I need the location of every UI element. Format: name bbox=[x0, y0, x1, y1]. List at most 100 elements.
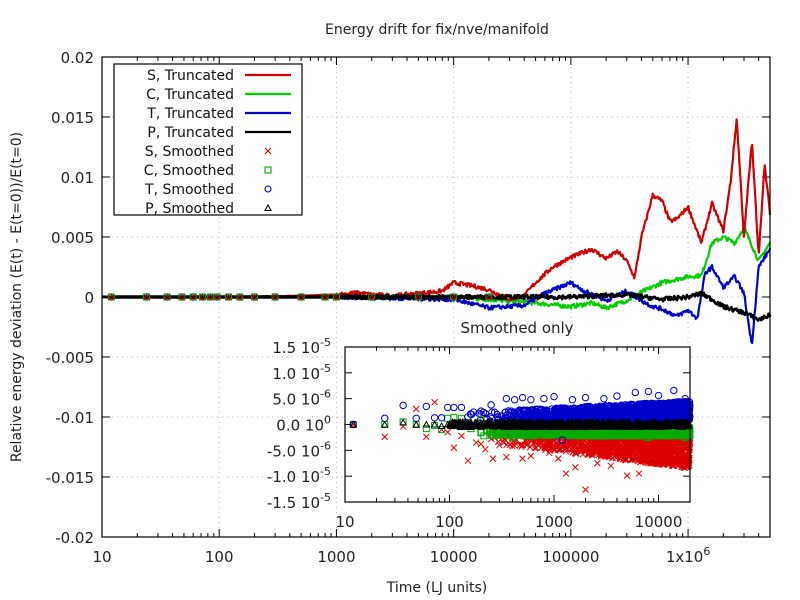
inset-marker-cross bbox=[509, 442, 516, 450]
inset-marker-square bbox=[628, 431, 636, 439]
inset-ticks: 1.5 10-51.0 10-55.0 10-60.0 100-5.0 10-6… bbox=[267, 336, 691, 531]
inset-marker-circle bbox=[681, 394, 689, 403]
inset-marker-cross bbox=[472, 439, 480, 446]
inset-marker-circle bbox=[600, 394, 608, 403]
inset-marker-cross bbox=[621, 449, 629, 457]
y-tick-label: -0.005 bbox=[46, 349, 94, 367]
inset-marker-circle bbox=[601, 402, 610, 410]
inset-marker-cross bbox=[477, 440, 485, 448]
inset-marker-square bbox=[644, 433, 652, 441]
y-tick-label: 0.01 bbox=[61, 169, 94, 187]
inset-marker-circle bbox=[613, 413, 621, 422]
inset-marker-circle bbox=[599, 411, 607, 419]
legend-label: P, Smoothed bbox=[145, 201, 234, 217]
inset-marker-cross bbox=[431, 398, 438, 406]
x-tick-label: 100000 bbox=[542, 548, 599, 566]
inset-marker-square bbox=[497, 431, 505, 439]
inset-marker-circle bbox=[633, 406, 641, 414]
inset-marker-circle bbox=[648, 410, 657, 418]
inset-marker-square bbox=[685, 430, 693, 438]
inset-marker-circle bbox=[620, 408, 628, 416]
legend-label: S, Truncated bbox=[147, 68, 234, 84]
inset-marker-cross bbox=[582, 486, 589, 493]
inset-marker-cross bbox=[552, 443, 559, 450]
inset-y-tick-label: 1.5 10-5 bbox=[272, 336, 331, 357]
inset-marker-cross bbox=[562, 447, 570, 455]
inset-marker-triangle bbox=[430, 420, 439, 428]
inset-marker-circle bbox=[611, 402, 620, 411]
inset-marker-circle bbox=[450, 403, 458, 412]
chart-title: Energy drift for fix/nve/manifold bbox=[325, 22, 549, 38]
smoothed-marker-triangle bbox=[321, 293, 329, 300]
inset-y-tick-label: 1.0 10-5 bbox=[272, 362, 331, 383]
inset-marker-cross bbox=[489, 455, 497, 462]
inset-x-tick-label: 100 bbox=[435, 513, 464, 531]
inset-marker-circle bbox=[564, 407, 572, 415]
inset-marker-cross bbox=[412, 405, 420, 413]
inset-marker-cross bbox=[663, 448, 670, 456]
inset-marker-cross bbox=[565, 443, 573, 451]
legend-label: C, Smoothed bbox=[144, 163, 234, 179]
smoothed-marker-triangle bbox=[107, 293, 115, 300]
inset-marker-cross bbox=[518, 443, 525, 451]
smoothed-marker-triangle bbox=[271, 293, 279, 300]
inset-marker-circle bbox=[510, 396, 519, 404]
y-tick-label: -0.01 bbox=[55, 409, 94, 427]
inset-marker-cross bbox=[663, 449, 670, 457]
inset-marker-circle bbox=[626, 403, 634, 411]
inset-marker-cross bbox=[607, 442, 614, 450]
inset-marker-square bbox=[422, 425, 430, 433]
inset-marker-cross bbox=[594, 459, 601, 467]
inset-title: Smoothed only bbox=[460, 319, 573, 337]
inset-marker-cross bbox=[562, 470, 570, 477]
x-tick-label: 1000 bbox=[317, 548, 355, 566]
inset-marker-cross bbox=[615, 445, 622, 452]
inset-marker-square bbox=[600, 430, 608, 438]
legend-swatch-circle bbox=[264, 185, 272, 193]
inset-marker-circle bbox=[677, 404, 685, 412]
inset-marker-cross bbox=[519, 455, 526, 462]
inset-marker-circle bbox=[543, 407, 551, 416]
inset-marker-square bbox=[480, 432, 488, 440]
inset-marker-cross bbox=[682, 439, 690, 447]
y-tick-label: -0.02 bbox=[55, 529, 94, 547]
inset-marker-cross bbox=[638, 446, 646, 453]
inset-marker-cross bbox=[381, 433, 389, 441]
smoothed-marker-triangle bbox=[368, 293, 376, 300]
inset-marker-square bbox=[604, 429, 612, 437]
inset-marker-circle bbox=[477, 407, 485, 415]
inset-marker-circle bbox=[631, 388, 640, 397]
inset-marker-circle bbox=[513, 408, 521, 416]
inset-marker-circle bbox=[617, 402, 625, 410]
inset-marker-cross bbox=[631, 439, 639, 447]
inset-marker-cross bbox=[589, 439, 597, 446]
inset-marker-circle bbox=[543, 413, 551, 421]
inset-marker-circle bbox=[597, 407, 606, 416]
smoothed-marker-triangle bbox=[415, 293, 422, 300]
inset-marker-cross bbox=[633, 444, 641, 451]
inset-marker-cross bbox=[458, 432, 465, 440]
inset-marker-circle bbox=[624, 404, 633, 412]
inset-x-tick-label: 10 bbox=[335, 513, 354, 531]
inset-marker-cross bbox=[645, 457, 652, 465]
y-tick-label: 0.02 bbox=[61, 49, 94, 67]
inset-marker-cross bbox=[526, 443, 534, 451]
inset-marker-cross bbox=[522, 437, 529, 445]
smoothed-marker-triangle bbox=[450, 293, 457, 300]
main-plot-frame bbox=[101, 56, 771, 538]
inset-marker-circle bbox=[670, 386, 678, 395]
smoothed-marker-triangle bbox=[189, 293, 197, 300]
inset-marker-circle bbox=[629, 414, 637, 423]
inset-marker-triangle bbox=[456, 422, 465, 430]
inset-marker-circle bbox=[551, 412, 560, 420]
inset-marker-circle bbox=[550, 408, 559, 417]
inset-marker-cross bbox=[422, 433, 430, 441]
inset-marker-cross bbox=[503, 453, 510, 461]
main-series bbox=[101, 118, 772, 345]
inset-marker-circle bbox=[540, 394, 548, 403]
inset-marker-square bbox=[663, 432, 671, 440]
inset-marker-cross bbox=[666, 442, 673, 450]
inset-marker-cross bbox=[573, 439, 581, 447]
